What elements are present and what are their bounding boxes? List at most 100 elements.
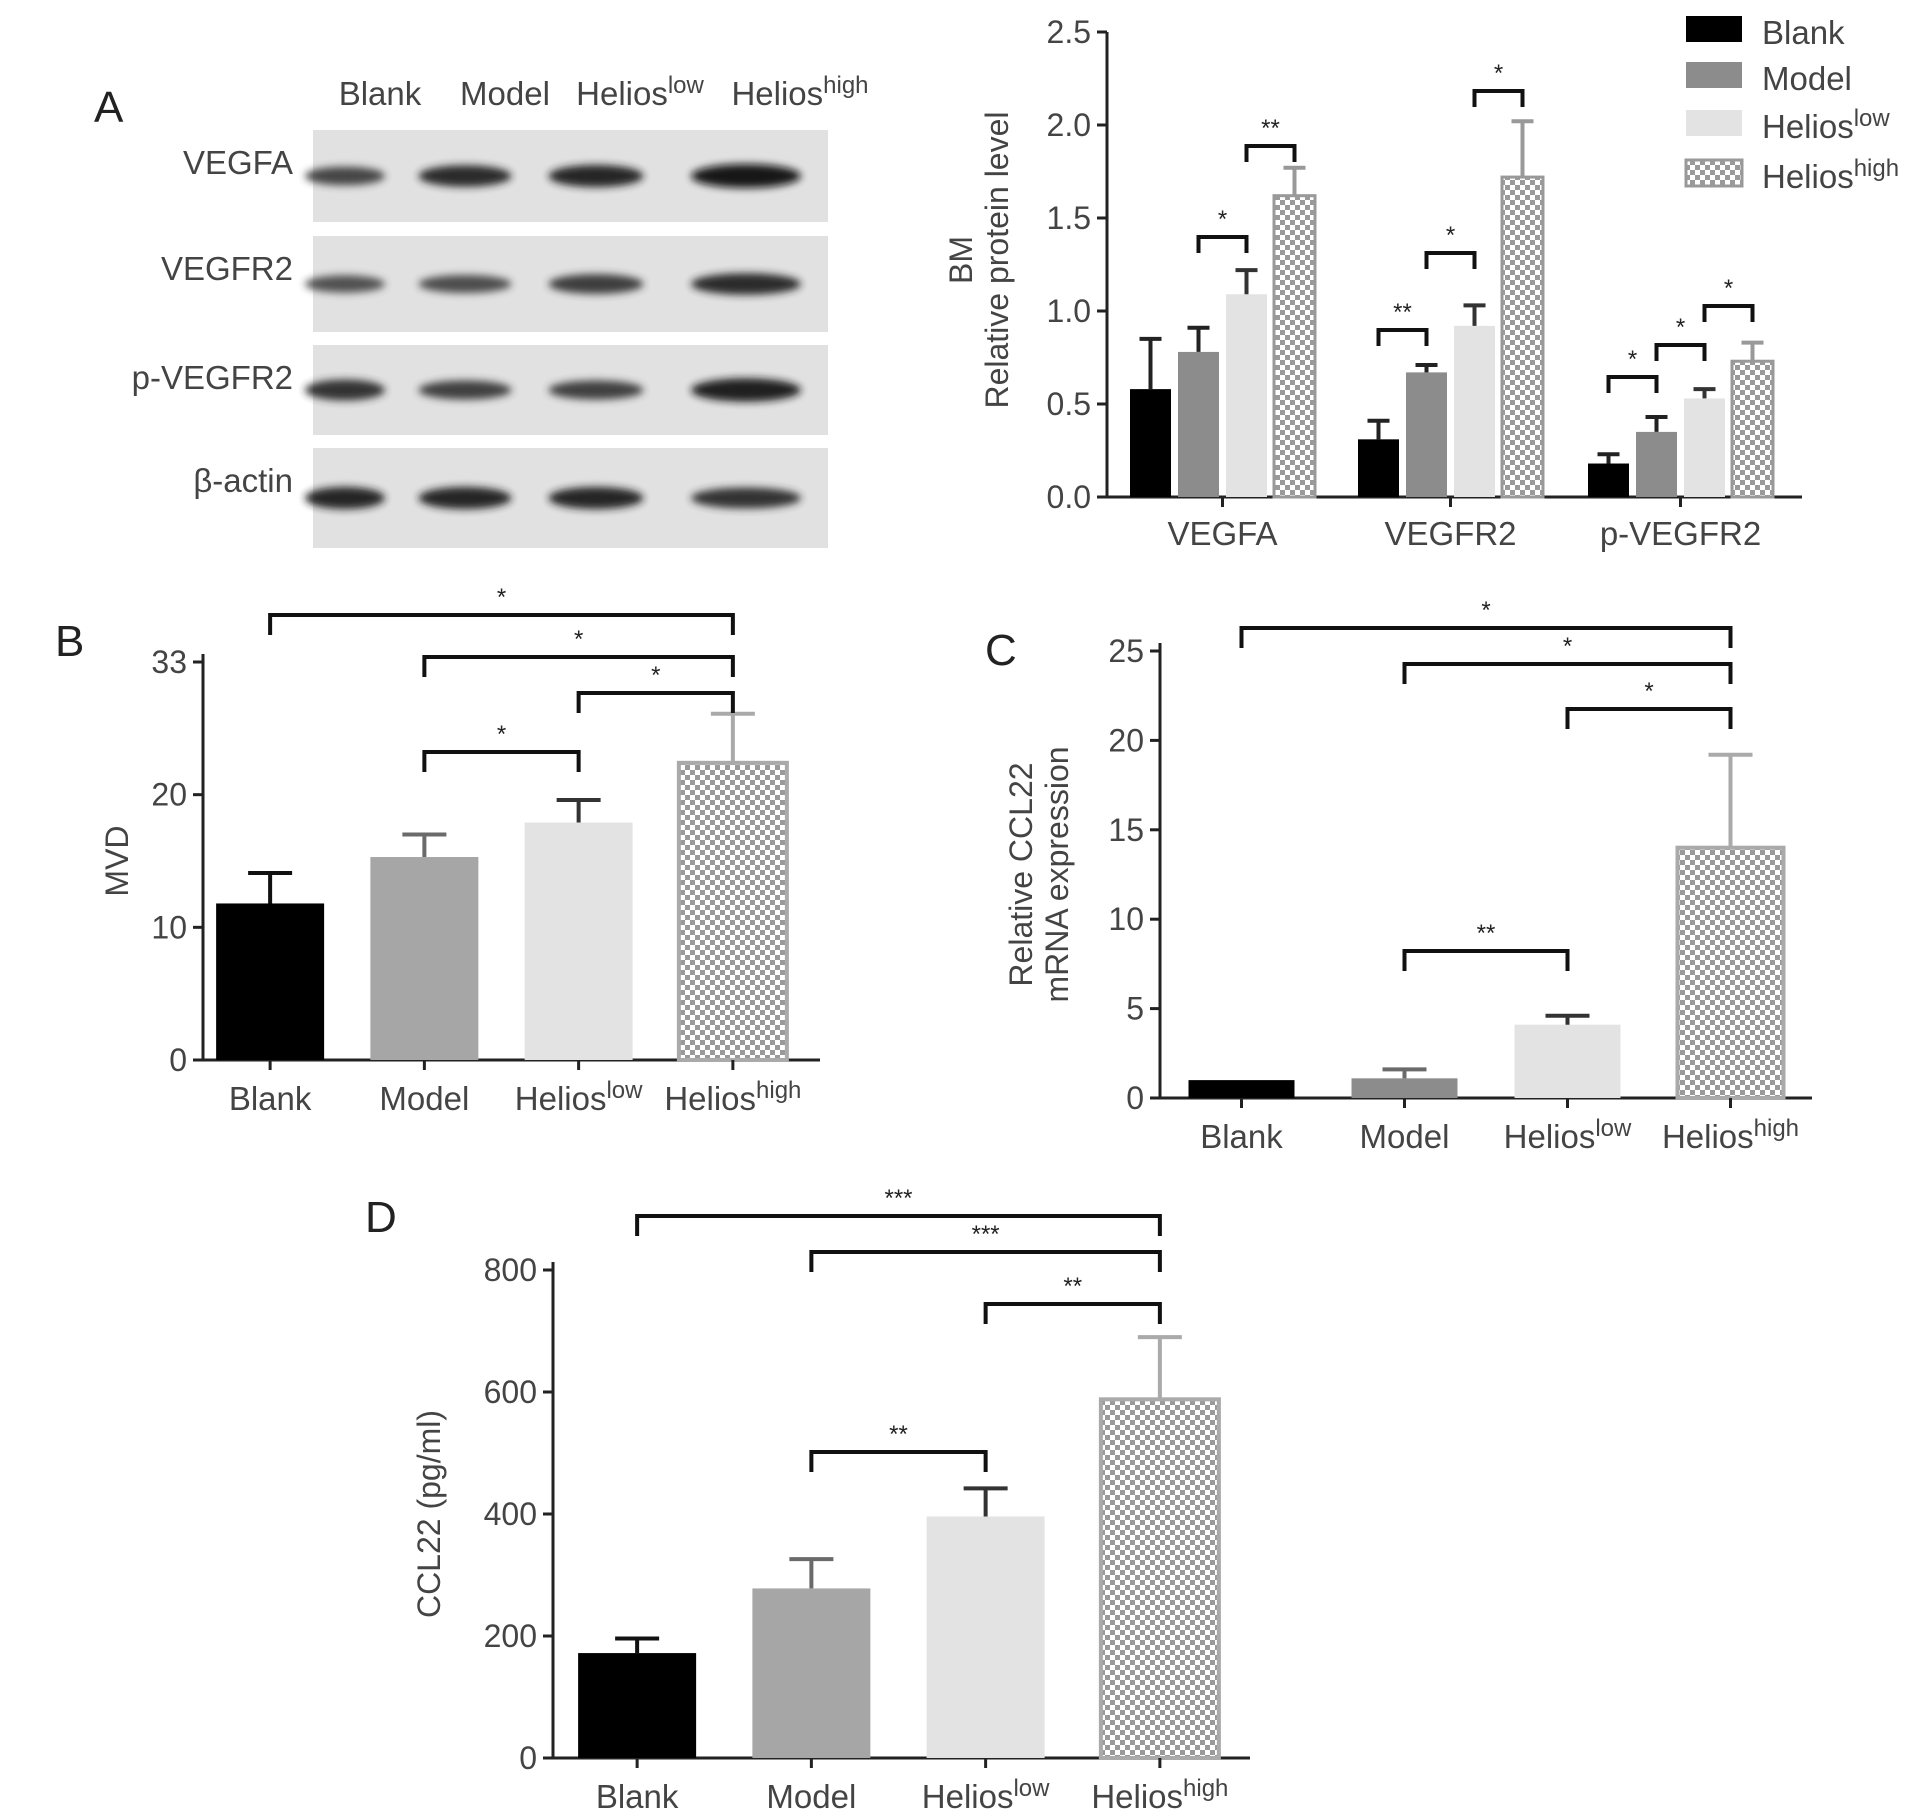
x-tick-label: Blank <box>1200 1118 1283 1155</box>
y-tick-label: 2.5 <box>1047 14 1091 50</box>
x-tick-label-base: Model <box>379 1080 469 1117</box>
legend-label: Model <box>1762 60 1852 97</box>
significance-bracket <box>1654 343 1707 361</box>
y-tick-label: 800 <box>484 1252 537 1288</box>
legend-label-base: Helios <box>1762 158 1854 195</box>
y-axis-title: mRNA expression <box>1039 746 1075 1002</box>
x-tick-label: Helioshigh <box>664 1077 801 1117</box>
blot-lane-label-base: Model <box>460 75 550 112</box>
x-tick-label-base: Blank <box>596 1778 679 1812</box>
blot-row: VEGFA <box>183 130 828 222</box>
significance-bracket <box>1196 235 1249 253</box>
error-bar <box>1283 165 1306 196</box>
significance-label: * <box>1563 633 1572 660</box>
significance-label: ** <box>889 1421 908 1448</box>
x-tick-label-sup: high <box>1754 1115 1799 1142</box>
y-tick-label: 200 <box>484 1618 537 1654</box>
x-tick-label-sup: low <box>606 1077 643 1104</box>
significance-label: ** <box>1477 920 1496 947</box>
blot-lane-label-base: Helios <box>576 75 668 112</box>
blot-band <box>418 486 512 510</box>
blot-rows: VEGFA VEGFR2 p-VEGFR2 β-actin <box>132 130 828 548</box>
blot-band <box>548 486 644 510</box>
x-tick-label-base: Blank <box>229 1080 312 1117</box>
x-tick-label-sup: low <box>1013 1775 1050 1802</box>
significance-label: * <box>651 662 660 689</box>
x-tick-label: Helioshigh <box>1662 1115 1799 1155</box>
bar <box>1351 1078 1458 1098</box>
x-tick-label-base: Model <box>1360 1118 1450 1155</box>
blot-row: β-actin <box>193 448 828 548</box>
error-bar <box>1187 325 1210 352</box>
error-bar <box>963 1486 1008 1517</box>
panel-letter-c: C <box>985 626 1017 675</box>
significance-bracket <box>1565 707 1733 729</box>
y-tick-label: 400 <box>484 1496 537 1532</box>
x-tick-label: Helioshigh <box>1091 1775 1228 1812</box>
significance-label: * <box>1218 206 1227 233</box>
error-bar <box>1645 415 1668 432</box>
bar <box>1178 351 1219 497</box>
blot-band <box>418 380 512 400</box>
bar <box>1272 194 1317 499</box>
bar <box>1675 845 1786 1100</box>
y-tick-label: 1.0 <box>1047 293 1091 329</box>
significance-bracket <box>576 691 735 713</box>
blot-lane-label-base: Blank <box>339 75 422 112</box>
y-tick-label: 10 <box>151 909 187 945</box>
x-tick-label-sup: low <box>1595 1115 1632 1142</box>
significance-label: ** <box>1063 1273 1082 1300</box>
bar <box>1226 294 1267 497</box>
significance-label: *** <box>884 1185 912 1212</box>
legend-label: Blank <box>1762 14 1845 51</box>
bar <box>676 760 789 1062</box>
blot-row-label: VEGFR2 <box>161 250 293 287</box>
error-bar <box>1367 418 1390 440</box>
blot-band <box>691 378 801 402</box>
blot-band <box>548 380 644 400</box>
bar <box>578 1653 697 1758</box>
bar <box>1188 1080 1295 1098</box>
blot-row-label: p-VEGFR2 <box>132 359 293 396</box>
bar <box>1358 439 1399 497</box>
x-tick-label-sup: high <box>1183 1775 1228 1802</box>
x-tick-label: Helioslow <box>922 1775 1050 1812</box>
y-tick-label: 10 <box>1108 901 1144 937</box>
blot-band <box>548 274 644 294</box>
error-bar <box>1463 303 1486 326</box>
legend-label: Helioslow <box>1762 105 1890 145</box>
x-tick-label-base: Blank <box>1200 1118 1283 1155</box>
error-bar <box>1139 336 1162 390</box>
significance-bracket <box>1702 304 1755 322</box>
chart-d-ccl22-protein: 0 200 400 600 800 CCL22 (pg/ml) Blank Model Heli… <box>411 1185 1250 1812</box>
x-tick-label: Model <box>766 1778 856 1812</box>
blot-band <box>305 486 385 510</box>
blot-lane-label-base: Helios <box>731 75 823 112</box>
significance-bracket <box>809 1250 1162 1272</box>
legend-swatch <box>1686 62 1742 88</box>
error-bar <box>615 1636 660 1654</box>
x-tick-label-base: Helios <box>664 1080 756 1117</box>
panel-letter-b: B <box>55 617 84 666</box>
x-tick-label-base: Helios <box>1662 1118 1754 1155</box>
blot-lane-label: Blank <box>339 75 422 112</box>
y-tick-label: 600 <box>484 1374 537 1410</box>
bar <box>752 1588 871 1758</box>
y-tick-label: 33 <box>151 644 187 680</box>
blot-lane-labels: Blank Model Helioslow Helioshigh <box>339 72 869 112</box>
significance-bracket <box>1402 662 1733 684</box>
significance-bracket <box>1472 89 1525 107</box>
bar <box>1098 1397 1221 1760</box>
error-bar <box>1511 119 1534 178</box>
significance-bracket <box>1424 251 1477 269</box>
error-bar <box>1597 452 1620 464</box>
x-tick-label-base: Model <box>766 1778 856 1812</box>
bar <box>1130 389 1171 497</box>
x-tick-label-base: Helios <box>922 1778 1014 1812</box>
y-axis-title: Relative protein level <box>979 111 1015 408</box>
y-tick-label: 15 <box>1108 812 1144 848</box>
error-bar <box>1415 362 1438 373</box>
y-tick-label: 0 <box>1126 1080 1144 1116</box>
blot-lane-label-sup: low <box>668 72 705 99</box>
bar <box>524 822 633 1060</box>
